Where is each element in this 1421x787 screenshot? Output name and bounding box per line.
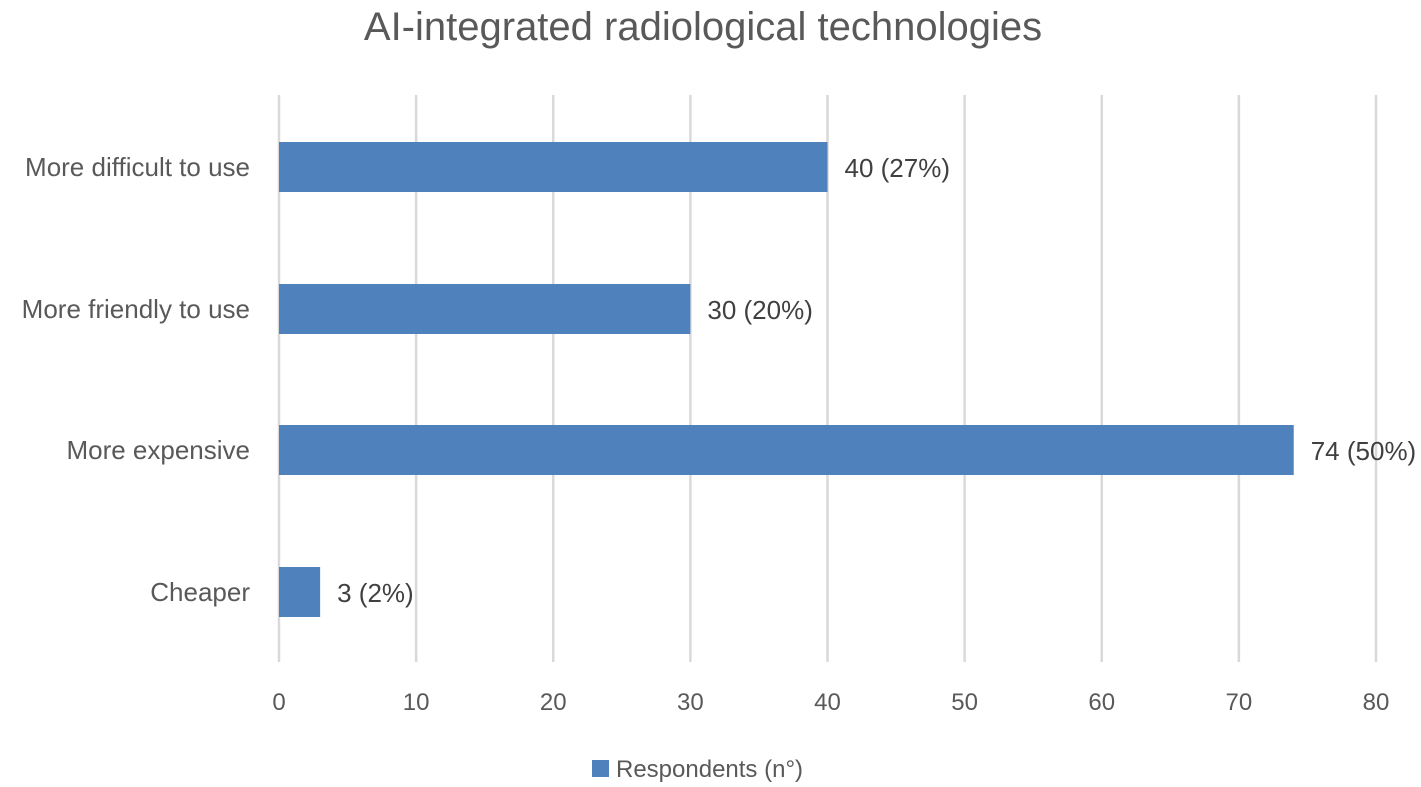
x-tick-label: 0 bbox=[272, 689, 285, 716]
bars bbox=[279, 142, 1294, 617]
chart-title: AI-integrated radiological technologies bbox=[364, 5, 1042, 49]
x-tick-label: 40 bbox=[814, 689, 841, 716]
legend-swatch bbox=[592, 760, 609, 777]
x-tick-label: 10 bbox=[403, 689, 430, 716]
x-tick-label: 70 bbox=[1226, 689, 1253, 716]
bar bbox=[279, 567, 321, 617]
x-tick-label: 20 bbox=[540, 689, 567, 716]
category-label: More difficult to use bbox=[25, 152, 250, 182]
legend: Respondents (n°) bbox=[592, 756, 803, 783]
bar bbox=[279, 142, 828, 192]
x-tick-label: 50 bbox=[951, 689, 978, 716]
legend-label: Respondents (n°) bbox=[616, 756, 803, 783]
x-tick-label: 60 bbox=[1088, 689, 1115, 716]
bar bbox=[279, 284, 691, 334]
category-label: Cheaper bbox=[150, 577, 250, 607]
data-label: 30 (20%) bbox=[707, 295, 813, 325]
data-labels: 40 (27%) 30 (20%) 74 (50%) 3 (2%) bbox=[337, 153, 1416, 608]
data-label: 40 (27%) bbox=[845, 153, 951, 183]
bar bbox=[279, 425, 1294, 475]
data-label: 74 (50%) bbox=[1311, 436, 1417, 466]
category-label: More friendly to use bbox=[22, 294, 250, 324]
x-tick-label: 80 bbox=[1363, 689, 1390, 716]
category-labels: More difficult to use More friendly to us… bbox=[22, 152, 251, 607]
x-axis-tick-labels: 0 10 20 30 40 50 60 70 80 bbox=[272, 689, 1389, 716]
category-label: More expensive bbox=[66, 435, 250, 465]
x-tick-label: 30 bbox=[677, 689, 704, 716]
data-label: 3 (2%) bbox=[337, 578, 414, 608]
